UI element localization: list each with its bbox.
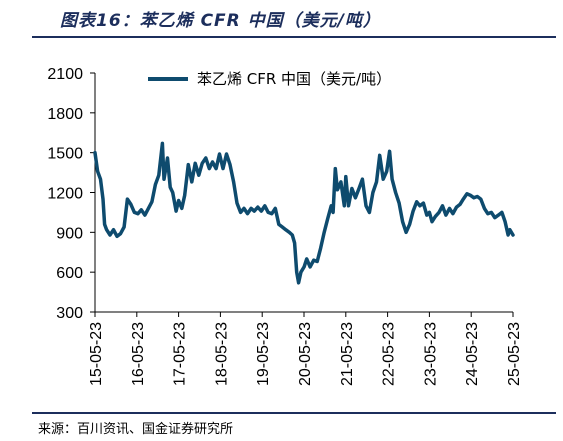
figure-title: 图表16：苯乙烯 CFR 中国（美元/吨） — [60, 11, 381, 31]
title-rule — [32, 36, 556, 38]
legend: 苯乙烯 CFR 中国（美元/吨） — [148, 70, 391, 88]
x-tick-label: 22-05-23 — [381, 322, 398, 386]
source-note: 来源：百川资讯、国金证券研究所 — [38, 422, 234, 437]
y-tick-label: 900 — [56, 225, 83, 242]
x-tick-label: 24-05-23 — [464, 322, 481, 386]
series-line — [93, 141, 515, 285]
y-tick-label: 2100 — [47, 66, 83, 83]
x-tick-label: 16-05-23 — [130, 322, 147, 386]
x-tick-label: 20-05-23 — [297, 322, 314, 386]
y-tick-label: 300 — [56, 305, 83, 322]
x-tick-label: 23-05-23 — [422, 322, 439, 386]
x-tick-label: 18-05-23 — [213, 322, 230, 386]
x-ticks: 15-05-23 16-05-23 17-05-23 18-05-23 19-05-23… — [88, 312, 523, 386]
y-tick-label: 1800 — [47, 106, 83, 123]
y-tick-label: 1200 — [47, 186, 83, 203]
x-tick-label: 21-05-23 — [339, 322, 356, 386]
source-rule — [32, 412, 556, 414]
x-tick-label: 25-05-23 — [506, 322, 523, 386]
y-tick-label: 600 — [56, 265, 83, 282]
x-tick-label: 17-05-23 — [172, 322, 189, 386]
x-tick-label: 19-05-23 — [255, 322, 272, 386]
y-tick-label: 1500 — [47, 146, 83, 163]
legend-label: 苯乙烯 CFR 中国（美元/吨） — [197, 70, 391, 88]
x-tick-label: 15-05-23 — [88, 322, 105, 386]
y-ticks: 300 600 900 1200 1500 1800 2100 — [47, 66, 95, 322]
